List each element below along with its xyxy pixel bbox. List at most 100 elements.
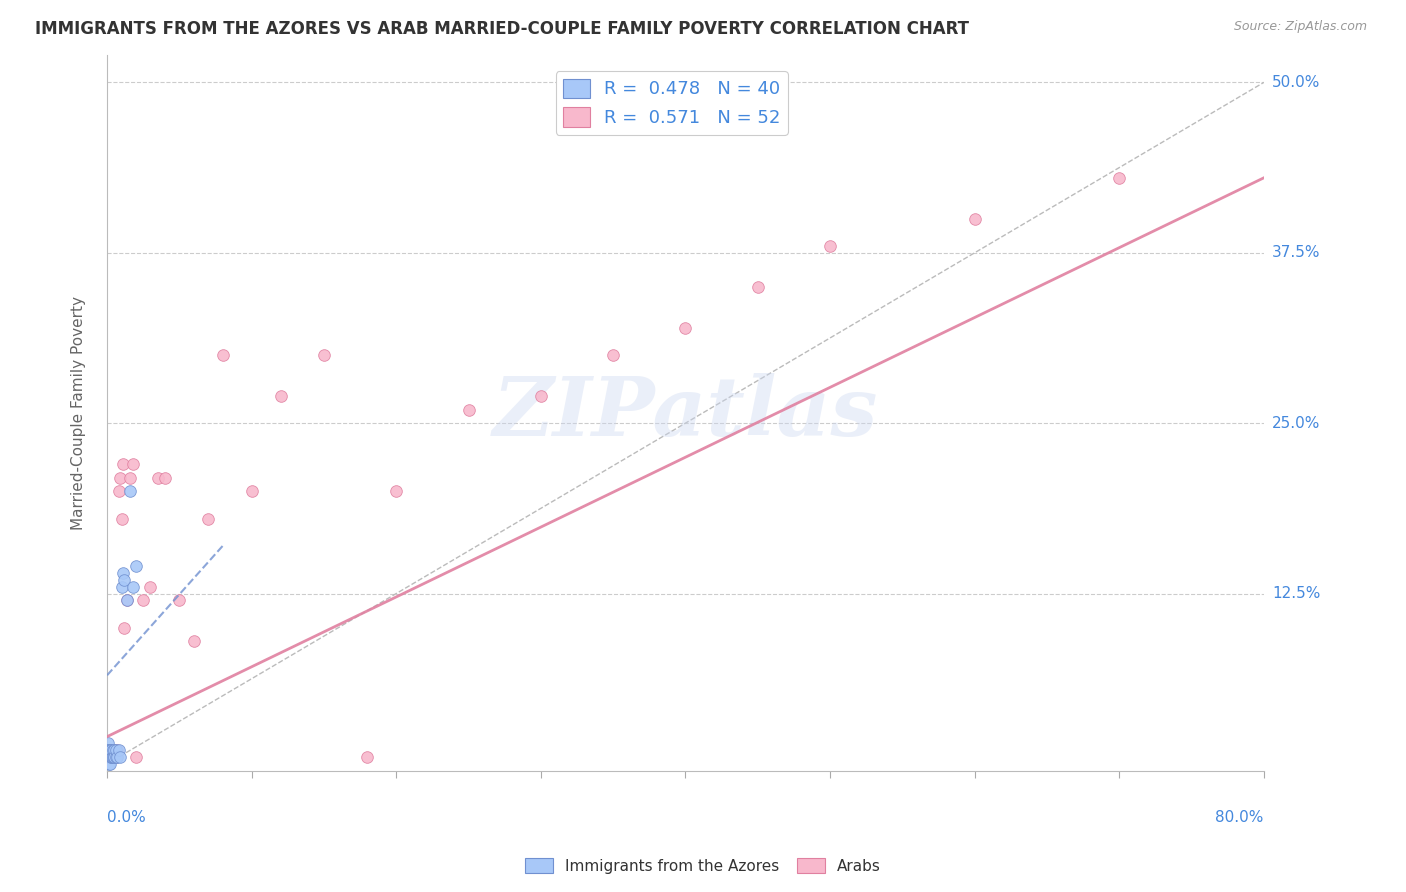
Point <box>97 750 120 764</box>
Point <box>98 750 121 764</box>
Point <box>96 750 118 764</box>
Point <box>100 750 122 764</box>
Point <box>747 280 769 294</box>
Point <box>97 743 120 757</box>
Point <box>97 756 120 771</box>
Point <box>97 736 120 750</box>
Text: 37.5%: 37.5% <box>1272 245 1320 260</box>
Point <box>105 743 128 757</box>
Point <box>96 743 118 757</box>
Point <box>120 484 142 499</box>
Point <box>98 743 121 757</box>
Point <box>101 750 124 764</box>
Point <box>125 750 148 764</box>
Point <box>97 750 120 764</box>
Point <box>97 743 120 757</box>
Text: ZIPatlas: ZIPatlas <box>492 373 879 453</box>
Point <box>98 750 121 764</box>
Point <box>97 750 120 764</box>
Point <box>132 593 155 607</box>
Point <box>97 750 120 764</box>
Point <box>153 470 176 484</box>
Point <box>98 750 121 764</box>
Point <box>97 750 120 764</box>
Point <box>240 484 263 499</box>
Text: 0.0%: 0.0% <box>107 810 146 825</box>
Point <box>211 348 233 362</box>
Point <box>457 402 479 417</box>
Point <box>104 750 127 764</box>
Point <box>104 750 127 764</box>
Text: IMMIGRANTS FROM THE AZORES VS ARAB MARRIED-COUPLE FAMILY POVERTY CORRELATION CHA: IMMIGRANTS FROM THE AZORES VS ARAB MARRI… <box>35 20 969 37</box>
Legend: Immigrants from the Azores, Arabs: Immigrants from the Azores, Arabs <box>519 852 887 880</box>
Point <box>97 743 120 757</box>
Text: 25.0%: 25.0% <box>1272 416 1320 431</box>
Point <box>818 239 841 253</box>
Point <box>108 750 131 764</box>
Point <box>120 470 142 484</box>
Point <box>111 566 134 580</box>
Point <box>146 470 169 484</box>
Point <box>100 743 122 757</box>
Point <box>97 750 120 764</box>
Point <box>103 743 125 757</box>
Point <box>530 389 553 403</box>
Point <box>111 457 134 471</box>
Legend: R =  0.478   N = 40, R =  0.571   N = 52: R = 0.478 N = 40, R = 0.571 N = 52 <box>555 71 787 135</box>
Point <box>1108 170 1130 185</box>
Point <box>100 750 122 764</box>
Point <box>110 511 132 525</box>
Text: 12.5%: 12.5% <box>1272 586 1320 601</box>
Point <box>101 743 124 757</box>
Point <box>101 750 124 764</box>
Point <box>98 750 121 764</box>
Point <box>105 750 128 764</box>
Point <box>125 559 148 574</box>
Point <box>96 743 118 757</box>
Point <box>101 750 124 764</box>
Point <box>100 750 122 764</box>
Point <box>122 457 145 471</box>
Point <box>97 750 120 764</box>
Point <box>101 743 124 757</box>
Point <box>270 389 292 403</box>
Point <box>675 320 697 334</box>
Point <box>112 573 135 587</box>
Point <box>97 743 120 757</box>
Point <box>103 750 125 764</box>
Point <box>139 580 162 594</box>
Point <box>385 484 408 499</box>
Point <box>98 746 121 760</box>
Point <box>110 580 132 594</box>
Point <box>108 470 131 484</box>
Point <box>98 750 121 764</box>
Text: 50.0%: 50.0% <box>1272 75 1320 90</box>
Point <box>602 348 624 362</box>
Point <box>197 511 219 525</box>
Point <box>117 593 139 607</box>
Point <box>312 348 335 362</box>
Point <box>356 750 378 764</box>
Point <box>117 593 139 607</box>
Point <box>104 743 127 757</box>
Point <box>97 746 120 760</box>
Point <box>98 756 121 771</box>
Point <box>103 750 125 764</box>
Point <box>97 750 120 764</box>
Point <box>100 743 122 757</box>
Point <box>169 593 191 607</box>
Text: 80.0%: 80.0% <box>1216 810 1264 825</box>
Y-axis label: Married-Couple Family Poverty: Married-Couple Family Poverty <box>72 296 86 530</box>
Point <box>103 750 125 764</box>
Point <box>98 743 121 757</box>
Point <box>107 484 129 499</box>
Point <box>107 743 129 757</box>
Point <box>122 580 145 594</box>
Point <box>96 750 118 764</box>
Point <box>97 750 120 764</box>
Point <box>97 750 120 764</box>
Point <box>183 634 205 648</box>
Point <box>98 743 121 757</box>
Point <box>103 743 125 757</box>
Text: Source: ZipAtlas.com: Source: ZipAtlas.com <box>1233 20 1367 33</box>
